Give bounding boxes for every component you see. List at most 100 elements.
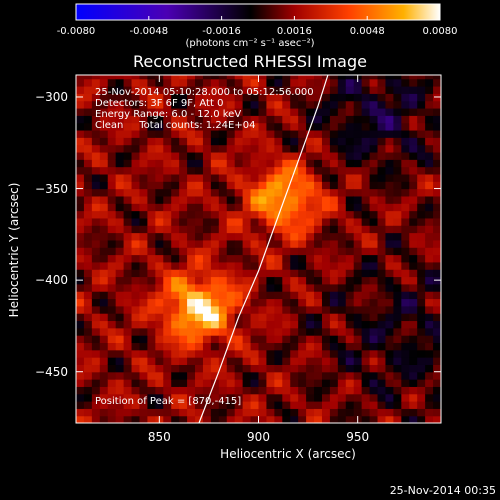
heatmap-cell <box>393 203 402 212</box>
heatmap-cell <box>210 107 220 116</box>
heatmap-cell <box>290 75 299 80</box>
heatmap-cell <box>83 151 93 160</box>
heatmap-cell <box>314 247 323 256</box>
heatmap-cell <box>155 335 164 344</box>
heatmap-cell <box>266 239 275 248</box>
heatmap-cell <box>345 100 355 109</box>
heatmap-cell <box>99 327 109 336</box>
heatmap-cell <box>226 115 236 124</box>
heatmap-cell <box>202 379 212 387</box>
heatmap-cell <box>202 357 212 365</box>
heatmap-cell <box>139 269 149 278</box>
heatmap-cell <box>345 195 355 204</box>
heatmap-cell <box>266 283 275 292</box>
heatmap-cell <box>401 188 410 197</box>
heatmap-cell <box>155 298 164 307</box>
heatmap-cell <box>258 210 268 219</box>
heatmap-cell <box>195 75 204 80</box>
heatmap-cell <box>345 291 355 300</box>
heatmap-cell <box>393 107 402 116</box>
heatmap-cell <box>377 313 387 322</box>
heatmap-cell <box>83 305 93 314</box>
heatmap-cell <box>282 401 291 409</box>
heatmap-cell <box>234 188 244 197</box>
heatmap-cell <box>187 78 196 87</box>
heatmap-cell <box>298 85 307 94</box>
heatmap-cell <box>250 217 260 226</box>
heatmap-cell <box>202 254 212 263</box>
heatmap-cell <box>115 217 125 226</box>
heatmap-cell <box>377 144 387 153</box>
heatmap-cell <box>433 254 441 263</box>
heatmap-cell <box>337 85 347 94</box>
heatmap-cell <box>123 232 133 241</box>
heatmap-cell <box>139 100 149 109</box>
heatmap-cell <box>115 137 125 146</box>
heatmap-cell <box>171 232 180 241</box>
heatmap-cell <box>99 283 109 292</box>
heatmap-cell <box>353 261 363 270</box>
heatmap-cell <box>298 166 307 175</box>
heatmap-cell <box>393 188 402 197</box>
heatmap-cell <box>306 137 315 146</box>
heatmap-cell <box>306 78 315 87</box>
heatmap-cell <box>195 320 204 329</box>
heatmap-cell <box>417 115 426 124</box>
heatmap-cell <box>171 159 180 168</box>
heatmap-cell <box>393 335 402 344</box>
heatmap-cell <box>83 195 93 204</box>
heatmap-cell <box>242 129 252 138</box>
heatmap-cell <box>329 379 339 387</box>
heatmap-cell <box>361 313 371 322</box>
heatmap-cell <box>425 298 434 307</box>
heatmap-cell <box>234 166 244 175</box>
heatmap-cell <box>234 93 244 102</box>
heatmap-cell <box>218 313 228 322</box>
heatmap-cell <box>266 137 275 146</box>
heatmap-cell <box>329 144 339 153</box>
heatmap-cell <box>234 210 244 219</box>
heatmap-cell <box>345 122 355 131</box>
heatmap-cell <box>131 283 141 292</box>
heatmap-cell <box>417 393 426 402</box>
heatmap-cell <box>393 166 402 175</box>
heatmap-cell <box>76 225 85 234</box>
heatmap-cell <box>91 269 101 278</box>
heatmap-cell <box>409 342 418 351</box>
heatmap-cell <box>298 217 307 226</box>
heatmap-cell <box>385 261 394 270</box>
heatmap-cell <box>282 349 291 358</box>
chart-title: Reconstructed RHESSI Image <box>133 52 367 71</box>
heatmap-cell <box>361 335 371 344</box>
heatmap-cell <box>171 327 180 336</box>
heatmap-cell <box>385 269 394 278</box>
heatmap-cell <box>345 298 355 307</box>
heatmap-cell <box>83 100 93 109</box>
heatmap-cell <box>147 349 156 358</box>
heatmap-cell <box>290 195 299 204</box>
heatmap-cell <box>433 327 441 336</box>
heatmap-cell <box>329 320 339 329</box>
heatmap-cell <box>353 327 363 336</box>
heatmap-cell <box>274 181 283 190</box>
heatmap-cell <box>425 342 434 351</box>
heatmap-cell <box>298 115 307 124</box>
heatmap-cell <box>179 371 188 380</box>
heatmap-cell <box>321 254 331 263</box>
heatmap-cell <box>282 144 291 153</box>
heatmap-cell <box>91 408 101 417</box>
heatmap-cell <box>226 283 236 292</box>
heatmap-cell <box>187 371 196 380</box>
heatmap-cell <box>266 195 275 204</box>
heatmap-cell <box>195 393 204 402</box>
heatmap-cell <box>195 129 204 138</box>
heatmap-cell <box>115 261 125 270</box>
heatmap-cell <box>123 159 133 168</box>
heatmap-cell <box>131 85 141 94</box>
heatmap-cell <box>393 151 402 160</box>
heatmap-cell <box>345 151 355 160</box>
heatmap-cell <box>298 93 307 102</box>
heatmap-cell <box>218 401 228 409</box>
heatmap-cell <box>306 173 315 182</box>
heatmap-cell <box>195 188 204 197</box>
